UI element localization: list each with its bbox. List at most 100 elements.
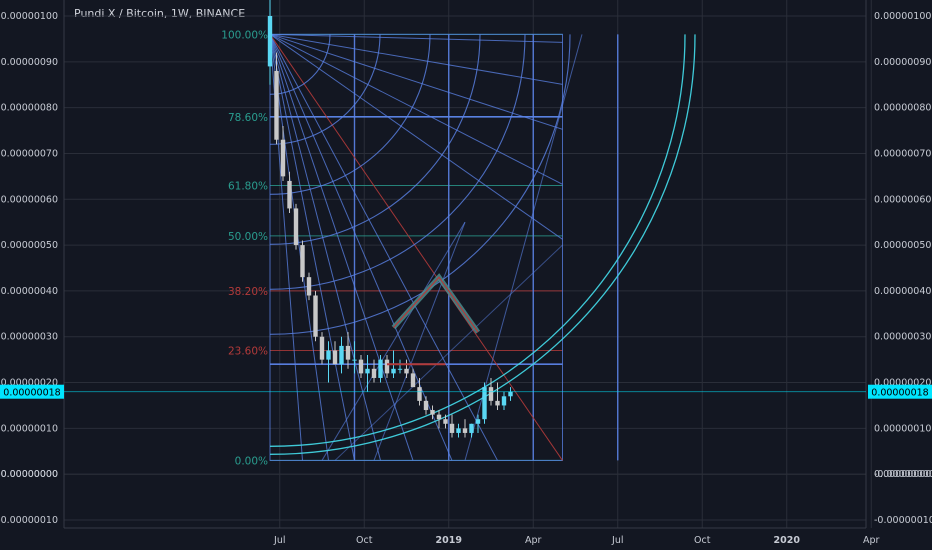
fib-arc: [269, 34, 571, 335]
candle-body: [313, 295, 318, 337]
gann-fan: [269, 33, 583, 461]
candle-body: [352, 359, 357, 361]
y-tick-label-left: 0.00000080: [1, 103, 58, 114]
candle-body: [404, 368, 409, 374]
candle-body: [488, 387, 494, 401]
fib-arc-outer: [269, 34, 696, 455]
x-tick-label: Oct: [694, 535, 711, 546]
fib-arc: [269, 34, 381, 145]
y-tick-label-left: 0.00000050: [1, 240, 58, 251]
y-tick-label-left: 0.00000060: [1, 194, 58, 205]
candle-body: [384, 359, 390, 374]
candles: [267, 0, 513, 438]
candle-body: [417, 387, 422, 401]
fib-level-label: 78.60%: [228, 112, 268, 124]
price-badge-right: [868, 384, 932, 399]
fib-arc-outer: [269, 34, 686, 447]
y-tick-label-right: 0.00000000: [874, 469, 931, 480]
candle-body: [306, 277, 312, 296]
gann-fan-line-secondary: [334, 244, 563, 461]
y-tick-label-right: 0.00000080: [874, 103, 931, 114]
candle-body: [293, 208, 299, 246]
candle-body: [345, 345, 351, 360]
candle-body: [495, 400, 500, 406]
y-tick-label-right: -0.00000000: [874, 469, 932, 480]
x-tick-label: Apr: [863, 535, 880, 546]
candle-body: [358, 359, 364, 374]
y-tick-label-right: 0.00000030: [874, 332, 931, 343]
fib-level-label: 61.80%: [228, 181, 268, 193]
y-tick-label-right: 0.00000020: [874, 378, 931, 389]
x-tick-label: 2020: [774, 535, 801, 546]
fib-arc: [269, 34, 481, 245]
x-tick-label: Jul: [273, 535, 285, 546]
gann-diagonal-line: [269, 34, 563, 461]
gann-fan-line: [269, 34, 414, 461]
x-tick-label: Jul: [611, 535, 623, 546]
fib-level-label: 38.20%: [228, 286, 268, 298]
fib-levels: 100.00% 78.60% 61.80% 50.00% 38.20% 23.60% 0.0…: [221, 29, 563, 467]
candle-body: [469, 423, 474, 433]
y-tick-label-left: -0.00000010: [0, 515, 58, 526]
candle-body: [339, 345, 344, 365]
candle-body: [391, 368, 396, 374]
gann-fan-line: [269, 33, 563, 240]
gann-fan-line: [269, 33, 563, 185]
y-tick-label-left: 0.00000010: [1, 423, 58, 434]
y-tick-label-right: 0.00000090: [874, 57, 931, 68]
candle-body: [397, 368, 403, 370]
candle-body: [501, 396, 507, 406]
fib-arc: [269, 34, 431, 195]
candle-body: [475, 419, 481, 424]
candle-body: [326, 350, 331, 360]
candle-body: [430, 410, 435, 415]
y-tick-label-left: 0.00000100: [1, 11, 58, 22]
price-badge-text-left: 0.00000018: [3, 388, 60, 399]
candle-body: [371, 368, 377, 378]
candle-body: [365, 368, 370, 374]
candle-body: [436, 414, 442, 420]
candle-body: [508, 391, 513, 397]
price-badges: 0.00000018 0.00000018: [0, 384, 932, 399]
y-tick-label-right: 0.00000010: [874, 423, 931, 434]
candle-body: [267, 16, 273, 67]
candle-body: [423, 400, 429, 411]
price-badge-left: [0, 384, 64, 399]
chart-title: Pundi X / Bitcoin, 1W, BINANCE: [74, 7, 246, 20]
grid: [64, 0, 872, 528]
candle-body: [482, 387, 487, 420]
candle-body: [287, 180, 292, 209]
gann-box: [269, 33, 619, 461]
y-tick-label-left: 0.00000040: [1, 286, 58, 297]
y-tick-label-left: 0.00000020: [1, 378, 58, 389]
gann-fan-line: [269, 34, 498, 461]
gann-fan-line: [269, 33, 563, 130]
candle-body: [456, 428, 461, 433]
fib-level-label: 50.00%: [228, 231, 268, 243]
fib-level-label: 100.00%: [221, 29, 268, 41]
y-tick-label-left: 0.00000070: [1, 148, 58, 159]
x-tick-label: Apr: [525, 535, 542, 546]
candle-body: [319, 336, 325, 360]
fib-level-label: 23.60%: [228, 345, 268, 357]
gann-fan-line: [269, 34, 355, 461]
y-tick-label-right: 0.00000070: [874, 148, 931, 159]
gann-box-frame: [269, 33, 563, 461]
candle-body: [280, 139, 286, 177]
gann-fan-line: [269, 33, 563, 85]
y-tick-label-right: 0.00000060: [874, 194, 931, 205]
candle-body: [443, 419, 448, 424]
candle-body: [410, 373, 416, 388]
fib-level-label: 0.00%: [235, 455, 268, 467]
gann-fan-line-secondary: [373, 222, 466, 461]
candle-body: [300, 245, 305, 278]
price-badge-text-right: 0.00000018: [871, 388, 928, 399]
x-tick-label: 2019: [436, 535, 462, 546]
gann-fan-line: [269, 33, 563, 43]
gann-fan-line-secondary: [321, 221, 466, 461]
candle-body: [462, 428, 468, 433]
gann-fan-line: [269, 34, 329, 461]
candle-body: [332, 350, 338, 365]
